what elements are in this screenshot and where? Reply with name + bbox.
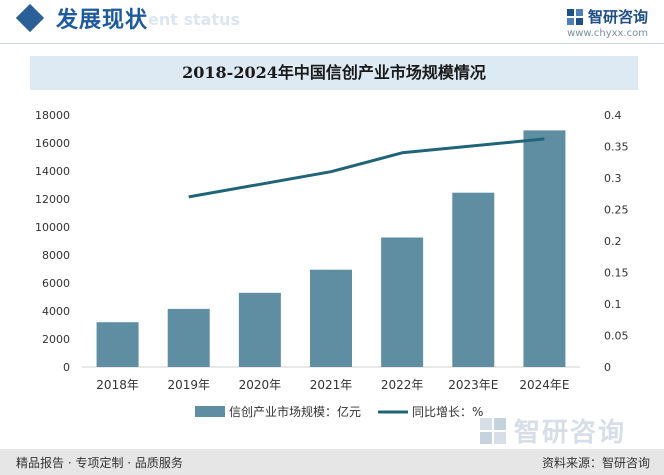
brand-name: 智研咨询 bbox=[587, 8, 648, 26]
chart-title-bar: 2018-2024年中国信创产业市场规模情况 bbox=[30, 56, 638, 90]
x-tick-label: 2024年E bbox=[519, 378, 569, 392]
x-tick-label: 2020年 bbox=[239, 378, 282, 392]
watermark: 智研咨询 bbox=[478, 412, 626, 449]
bar-4 bbox=[381, 237, 424, 367]
x-tick-label: 2022年 bbox=[381, 378, 424, 392]
y-right-tick-label: 0.2 bbox=[604, 235, 622, 248]
bar-5 bbox=[452, 192, 495, 367]
y-right-tick-label: 0.4 bbox=[604, 109, 622, 122]
page-header: ent status 发展现状 智研咨询 www.chyxx.com bbox=[0, 0, 664, 46]
y-left-tick-label: 4000 bbox=[42, 305, 70, 318]
x-tick-label: 2023年E bbox=[448, 378, 498, 392]
header-divider bbox=[0, 43, 664, 44]
y-right-tick-label: 0.05 bbox=[604, 330, 629, 343]
watermark-text: 智研咨询 bbox=[514, 418, 627, 448]
watermark-logo-icon bbox=[480, 417, 506, 444]
legend-bar-label: 信创产业市场规模：亿元 bbox=[229, 404, 361, 419]
chart-title: 2018-2024年中国信创产业市场规模情况 bbox=[182, 63, 486, 82]
bar-3 bbox=[310, 269, 352, 367]
y-left-tick-label: 12000 bbox=[35, 193, 70, 206]
section-title: 发展现状 bbox=[56, 8, 149, 33]
bar-0 bbox=[96, 322, 139, 367]
footer-source: 资料来源：智研咨询 bbox=[541, 456, 650, 470]
y-right-tick-label: 0 bbox=[604, 361, 611, 374]
footer-tagline: 精品报告 · 专项定制 · 品质服务 bbox=[16, 456, 183, 470]
x-tick-label: 2019年 bbox=[167, 378, 210, 392]
y-left-tick-label: 10000 bbox=[35, 221, 70, 234]
bar-2 bbox=[238, 292, 281, 367]
x-tick-label: 2018年 bbox=[96, 378, 139, 392]
brand-url: www.chyxx.com bbox=[567, 28, 648, 39]
legend-line-label: 同比增长：% bbox=[412, 405, 483, 419]
y-left-tick-label: 14000 bbox=[35, 165, 70, 178]
bar-6 bbox=[523, 130, 566, 367]
brand: 智研咨询 bbox=[566, 6, 648, 27]
legend-bar-swatch bbox=[195, 406, 225, 417]
y-right-tick-label: 0.35 bbox=[604, 141, 629, 154]
y-left-tick-label: 0 bbox=[63, 361, 70, 374]
y-left-tick-label: 18000 bbox=[35, 109, 70, 122]
y-right-tick-label: 0.3 bbox=[604, 172, 622, 185]
brand-logo-icon bbox=[566, 8, 583, 25]
growth-line bbox=[188, 137, 545, 199]
x-tick-label: 2021年 bbox=[310, 378, 353, 392]
y-left-tick-label: 2000 bbox=[42, 333, 70, 346]
header-ghost-text: ent status bbox=[148, 10, 240, 29]
y-left-tick-label: 6000 bbox=[42, 277, 70, 290]
y-left-tick-label: 8000 bbox=[42, 249, 70, 262]
y-right-tick-label: 0.25 bbox=[604, 204, 629, 217]
page-footer: 精品报告 · 专项定制 · 品质服务 资料来源：智研咨询 bbox=[0, 449, 664, 475]
y-right-tick-label: 0.1 bbox=[604, 298, 622, 311]
bar-1 bbox=[167, 308, 210, 367]
y-right-tick-label: 0.15 bbox=[604, 267, 629, 280]
y-left-tick-label: 16000 bbox=[35, 137, 70, 150]
